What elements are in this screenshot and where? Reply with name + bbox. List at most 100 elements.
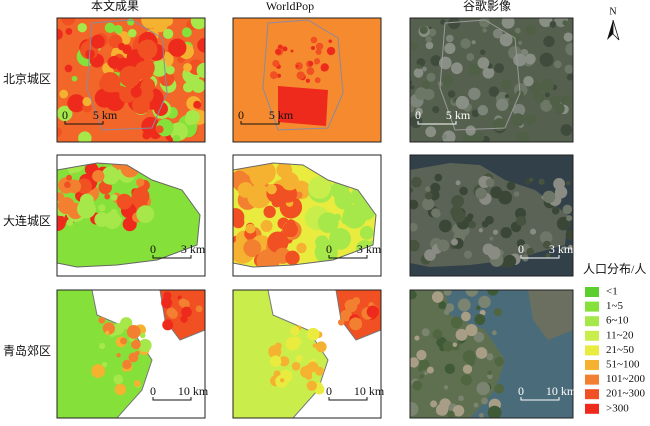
density-patch xyxy=(530,228,537,235)
density-patch xyxy=(486,353,494,361)
density-patch xyxy=(466,351,476,360)
density-patch xyxy=(280,172,299,191)
coast xyxy=(233,162,377,268)
density-patch xyxy=(468,221,476,229)
density-patch xyxy=(76,178,93,194)
map-content xyxy=(57,290,205,418)
legend-swatch xyxy=(585,389,599,400)
density-patch xyxy=(306,327,320,341)
density-patch xyxy=(340,309,353,322)
density-patch xyxy=(315,341,327,353)
density-patch xyxy=(305,372,313,380)
density-patch xyxy=(499,33,513,47)
density-patch xyxy=(163,18,174,27)
density-patch xyxy=(116,216,123,223)
density-patch xyxy=(291,336,302,347)
density-patch xyxy=(366,305,380,318)
density-patch xyxy=(481,220,489,228)
density-patch xyxy=(496,98,509,111)
legend-label: 51~100 xyxy=(606,359,640,371)
density-patch xyxy=(442,340,454,352)
density-patch xyxy=(455,95,470,110)
density-patch xyxy=(138,338,152,352)
density-patch xyxy=(457,298,471,312)
density-patch xyxy=(349,317,363,331)
density-patch xyxy=(478,228,483,233)
density-patch xyxy=(410,187,414,193)
density-patch xyxy=(315,48,322,55)
density-patch xyxy=(296,71,305,80)
legend-title: 人口分布/人 xyxy=(583,262,646,276)
density-patch xyxy=(525,113,537,125)
density-patch xyxy=(310,36,318,44)
panel-frame xyxy=(232,289,382,419)
density-patch xyxy=(59,89,69,99)
density-patch xyxy=(492,118,506,132)
density-patch xyxy=(512,103,526,117)
density-patch xyxy=(450,316,463,329)
density-patch xyxy=(290,49,294,53)
scale-end: 10 km xyxy=(178,384,209,398)
density-patch xyxy=(122,44,132,55)
density-patch xyxy=(410,80,413,85)
density-patch xyxy=(422,66,427,72)
density-patch xyxy=(513,53,527,67)
density-patch xyxy=(64,181,71,189)
density-patch xyxy=(425,186,431,192)
column-header: 本文成果 xyxy=(91,0,139,13)
density-patch xyxy=(492,28,503,39)
density-patch xyxy=(410,290,417,300)
density-patch xyxy=(489,236,494,241)
density-patch xyxy=(155,125,164,134)
density-patch xyxy=(326,46,336,56)
density-patch xyxy=(107,55,121,69)
density-patch xyxy=(563,32,573,42)
boundary xyxy=(262,19,344,131)
density-patch xyxy=(432,106,440,114)
density-patch xyxy=(443,290,452,296)
density-patch xyxy=(315,42,324,50)
density-patch xyxy=(491,330,497,336)
density-patch xyxy=(417,366,424,372)
boundary xyxy=(439,19,521,131)
density-patch xyxy=(267,231,289,253)
legend-swatch xyxy=(585,330,599,341)
density-patch xyxy=(114,383,127,396)
density-patch xyxy=(568,244,573,250)
density-patch xyxy=(426,366,434,374)
map-content xyxy=(233,290,381,418)
map-panel: 0 5 km xyxy=(56,17,206,143)
density-patch xyxy=(136,178,145,187)
density-patch xyxy=(458,395,464,402)
density-patch xyxy=(501,18,515,29)
coast xyxy=(57,162,201,268)
density-patch xyxy=(101,361,108,368)
scale-bar xyxy=(520,397,560,401)
scale-end: 3 km xyxy=(181,242,206,256)
density-patch xyxy=(562,20,568,26)
scale-bar xyxy=(152,397,192,401)
map-panel: 0 3 km xyxy=(232,154,382,277)
density-patch xyxy=(333,213,342,222)
density-patch xyxy=(306,67,315,76)
row-label: 北京城区 xyxy=(3,72,51,86)
density-patch xyxy=(195,305,203,313)
density-patch xyxy=(184,114,196,126)
density-patch xyxy=(110,194,118,201)
density-patch xyxy=(101,166,120,185)
density-patch xyxy=(503,254,517,268)
density-patch xyxy=(276,73,281,78)
density-patch xyxy=(437,239,450,252)
density-patch xyxy=(237,182,254,198)
density-patch xyxy=(545,253,551,258)
density-patch xyxy=(280,378,285,383)
density-patch xyxy=(177,295,182,300)
density-patch xyxy=(480,49,486,55)
density-patch xyxy=(415,107,423,116)
legend-label: 6~10 xyxy=(606,315,629,327)
density-patch xyxy=(308,61,314,67)
density-patch xyxy=(233,216,245,229)
density-patch xyxy=(524,53,536,65)
scale-bar xyxy=(328,397,368,401)
density-patch xyxy=(90,34,105,49)
